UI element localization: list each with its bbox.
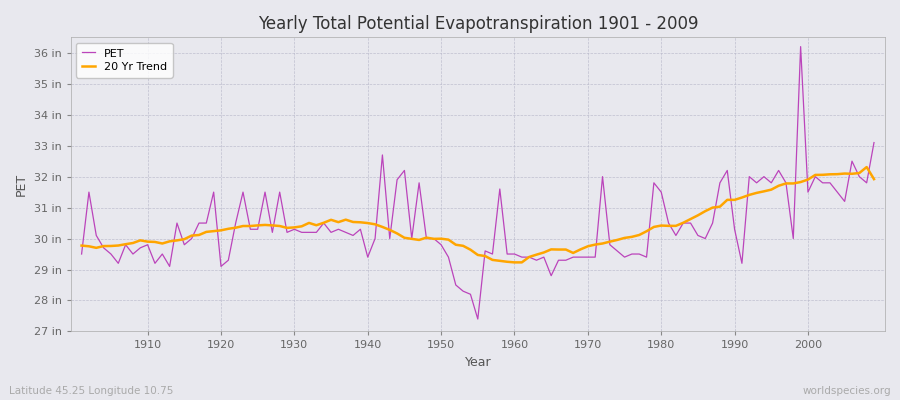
- Line: PET: PET: [82, 47, 874, 319]
- 20 Yr Trend: [340, 217, 351, 222]
- Y-axis label: PET: PET: [15, 173, 28, 196]
- PET: [517, 255, 527, 260]
- Title: Yearly Total Potential Evapotranspiration 1901 - 2009: Yearly Total Potential Evapotranspiratio…: [257, 15, 698, 33]
- 20 Yr Trend: [509, 260, 520, 265]
- PET: [296, 230, 307, 235]
- 20 Yr Trend: [861, 165, 872, 170]
- 20 Yr Trend: [605, 239, 616, 244]
- 20 Yr Trend: [296, 224, 307, 229]
- 20 Yr Trend: [501, 259, 512, 264]
- PET: [76, 252, 87, 256]
- Legend: PET, 20 Yr Trend: PET, 20 Yr Trend: [76, 43, 173, 78]
- Text: Latitude 45.25 Longitude 10.75: Latitude 45.25 Longitude 10.75: [9, 386, 174, 396]
- PET: [472, 317, 483, 322]
- PET: [509, 252, 520, 256]
- PET: [796, 44, 806, 49]
- X-axis label: Year: Year: [464, 356, 491, 369]
- PET: [868, 140, 879, 145]
- PET: [605, 242, 616, 247]
- Text: worldspecies.org: worldspecies.org: [803, 386, 891, 396]
- 20 Yr Trend: [76, 243, 87, 248]
- 20 Yr Trend: [517, 260, 527, 265]
- PET: [340, 230, 351, 235]
- 20 Yr Trend: [868, 177, 879, 182]
- 20 Yr Trend: [135, 238, 146, 243]
- PET: [135, 246, 146, 250]
- Line: 20 Yr Trend: 20 Yr Trend: [82, 167, 874, 262]
